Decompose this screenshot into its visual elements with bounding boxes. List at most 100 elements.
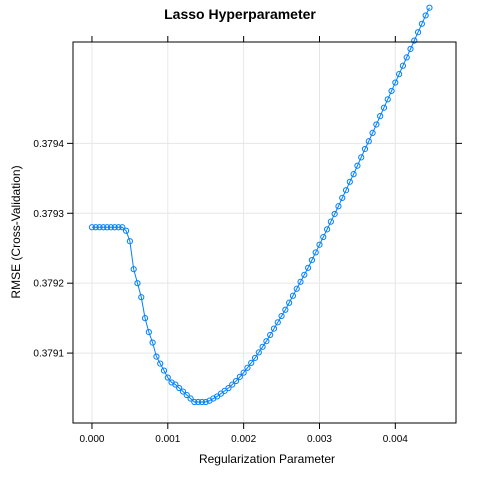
grid-lines xyxy=(73,42,456,423)
data-point xyxy=(342,187,350,194)
data-point xyxy=(202,398,209,406)
data-point xyxy=(244,364,251,371)
axis-ticks xyxy=(67,36,462,429)
data-point xyxy=(172,381,179,388)
data-point xyxy=(327,218,334,225)
data-point xyxy=(286,299,293,306)
data-point xyxy=(316,241,323,248)
data-point xyxy=(407,45,414,53)
x-tick-label: 0.000 xyxy=(79,434,104,445)
data-point xyxy=(392,79,399,86)
data-point xyxy=(263,338,270,345)
data-point xyxy=(236,373,243,380)
x-tick-label: 0.001 xyxy=(155,434,180,445)
data-point xyxy=(195,398,202,406)
data-point xyxy=(418,20,425,27)
y-tick-label: 0.3792 xyxy=(33,279,64,290)
tick-labels: 0.000 0.001 0.002 0.003 0.004 0.3791 0.3792 0.3… xyxy=(33,139,408,445)
data-point xyxy=(107,224,115,231)
data-point xyxy=(255,349,262,356)
series-line xyxy=(91,7,430,403)
data-point xyxy=(274,319,281,326)
data-point xyxy=(157,360,164,367)
data-point xyxy=(388,87,395,95)
series-group xyxy=(88,4,433,406)
data-point xyxy=(160,367,168,374)
data-point xyxy=(232,377,240,385)
data-point xyxy=(289,292,297,299)
data-point xyxy=(297,278,304,285)
x-tick-label: 0.003 xyxy=(307,434,332,445)
data-point xyxy=(251,354,259,362)
data-point xyxy=(119,224,126,231)
data-point xyxy=(134,280,141,287)
data-point xyxy=(365,138,372,145)
data-point xyxy=(335,203,342,210)
data-point xyxy=(293,285,300,292)
data-point xyxy=(346,178,353,185)
data-point xyxy=(350,171,357,178)
x-axis-label: Regularization Parameter xyxy=(199,452,335,466)
data-point xyxy=(396,71,403,78)
data-point xyxy=(282,306,289,313)
data-point xyxy=(179,388,187,395)
y-axis-label: RMSE (Cross-Validation) xyxy=(9,165,23,298)
data-point xyxy=(278,312,285,320)
data-point xyxy=(248,359,255,366)
data-point xyxy=(426,4,433,11)
data-point xyxy=(240,369,247,376)
data-point xyxy=(270,325,278,332)
data-point xyxy=(312,249,319,256)
data-point xyxy=(92,224,99,231)
data-point xyxy=(187,395,194,402)
data-point xyxy=(164,374,171,381)
data-point xyxy=(145,329,152,336)
data-point xyxy=(301,271,308,278)
y-tick-label: 0.3791 xyxy=(33,349,64,360)
data-point xyxy=(138,294,145,301)
y-tick-label: 0.3793 xyxy=(33,209,64,220)
x-tick-label: 0.004 xyxy=(383,434,408,445)
data-point xyxy=(198,398,206,406)
data-point xyxy=(183,391,190,399)
data-point xyxy=(331,210,338,218)
data-point xyxy=(130,266,137,273)
data-points xyxy=(88,4,433,406)
data-point xyxy=(96,224,103,231)
data-point xyxy=(323,226,331,233)
data-point xyxy=(380,104,388,111)
data-point xyxy=(126,238,133,245)
data-point xyxy=(308,257,315,264)
data-point xyxy=(122,227,130,234)
y-tick-label: 0.3794 xyxy=(33,139,64,150)
data-point xyxy=(141,315,149,322)
chart-title: Lasso Hyperparameter xyxy=(164,6,316,22)
data-point xyxy=(377,113,384,120)
data-point xyxy=(403,54,410,61)
data-point xyxy=(358,154,365,161)
plot-frame xyxy=(72,41,457,424)
data-point xyxy=(115,224,122,231)
data-point xyxy=(369,129,376,136)
data-point xyxy=(384,96,391,103)
data-point xyxy=(176,384,183,392)
data-point xyxy=(399,62,407,69)
data-point xyxy=(259,343,266,350)
data-point xyxy=(354,162,361,169)
data-point xyxy=(339,194,346,201)
data-point xyxy=(361,145,369,153)
data-point xyxy=(414,29,422,36)
data-point xyxy=(104,224,111,231)
data-point xyxy=(88,224,96,231)
data-point xyxy=(111,224,118,231)
data-point xyxy=(422,12,429,19)
data-point xyxy=(100,224,107,231)
data-point xyxy=(320,233,327,241)
x-tick-label: 0.002 xyxy=(231,434,256,445)
data-point xyxy=(191,398,198,406)
data-point xyxy=(149,339,156,346)
data-point xyxy=(373,121,380,128)
data-point xyxy=(225,384,232,392)
data-point xyxy=(153,353,160,360)
